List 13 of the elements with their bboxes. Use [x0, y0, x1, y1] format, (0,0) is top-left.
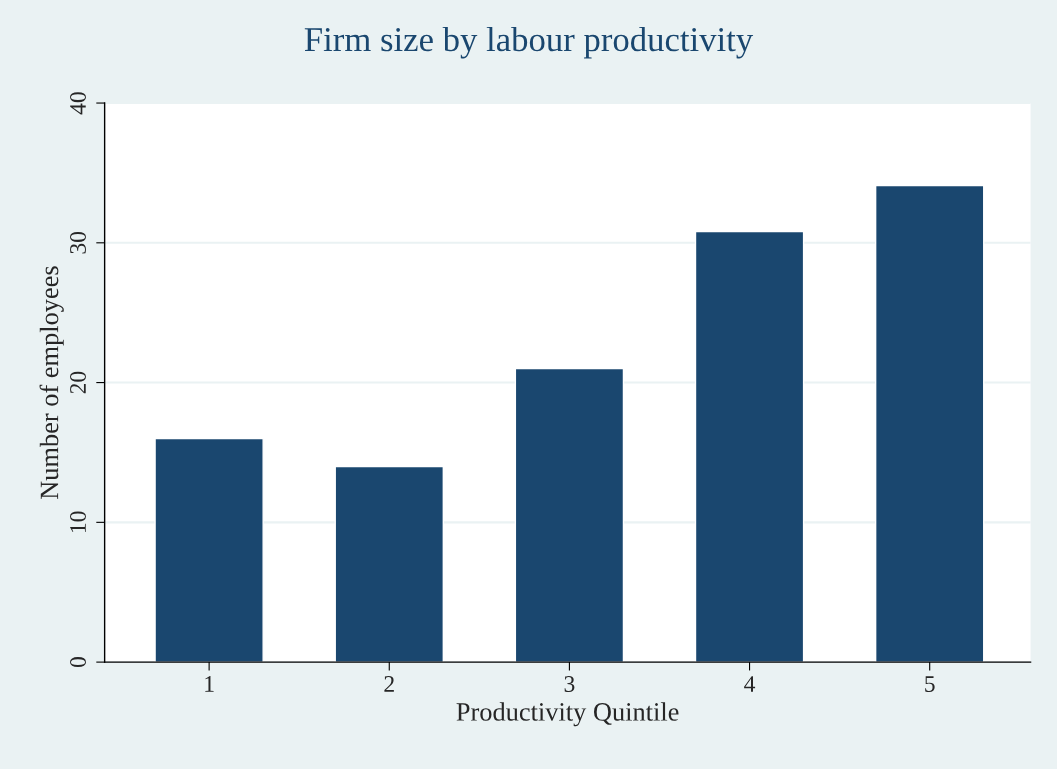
x-tick-label: 3	[564, 676, 575, 692]
y-tick-label: 10	[70, 511, 86, 533]
y-tick-label: 20	[70, 371, 86, 394]
x-tick-label: 5	[925, 676, 935, 692]
y-tick-label: 40	[70, 92, 86, 115]
x-axis-title: Productivity Quintile	[456, 702, 679, 727]
x-tick-label: 1	[205, 676, 214, 692]
x-tick-label: 4	[744, 676, 756, 692]
y-tick-label: 30	[70, 231, 86, 254]
y-tick-label: 0	[70, 657, 86, 668]
y-axis-title: Number of employees	[39, 266, 64, 500]
chart-title: Firm size by labour productivity	[304, 26, 754, 59]
x-tick-label: 2	[384, 676, 394, 692]
